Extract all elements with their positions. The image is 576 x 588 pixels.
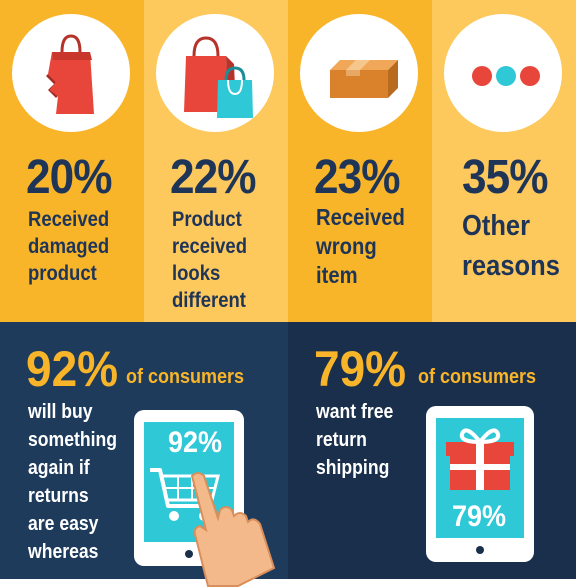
insight-percent: 92% [26,341,119,397]
tablet-percent: 92% [168,426,223,459]
insight-description: will buy something again if returns are … [28,401,117,563]
stat-wrong-item: 23% Received wrong item [288,0,432,322]
more-dots-icon [472,66,540,86]
cardboard-box-icon [330,60,398,98]
stat-label: Product received looks different [172,208,248,312]
tablet: 79% [426,406,534,562]
insight-of-text: of consumers [418,366,537,388]
tablet-home-button [476,546,484,554]
shopping-bags-icon [184,36,253,118]
consumer-insights-panel: 92% of consumers will buy something agai… [0,322,576,587]
stat-percent: 23% [314,151,401,204]
icon-circle [12,14,130,132]
insight-description: want free return shipping [316,401,394,479]
easy-returns-insight: 92% of consumers will buy something agai… [0,322,288,587]
tablet-percent: 79% [452,500,507,533]
stat-percent: 20% [26,151,113,204]
icon-circle [444,14,562,132]
stat-percent: 22% [170,151,257,204]
stat-label: Received damaged product [28,208,110,285]
insight-percent: 79% [314,341,407,397]
stat-label: Other reasons [462,210,560,282]
gift-box-icon [446,428,514,490]
stat-damaged: 20% Received damaged product [0,0,144,322]
insight-of-text: of consumers [126,366,245,388]
icon-circle [300,14,418,132]
return-reasons-panel: 20% Received damaged product 22% Product… [0,0,576,322]
tablet: 92% [134,410,244,566]
stat-percent: 35% [462,151,549,204]
free-shipping-insight: 79% of consumers want free return shippi… [288,322,576,579]
icon-circle [156,14,274,132]
pointing-hand-icon [190,472,276,587]
tablet-home-button [185,550,193,558]
torn-shopping-bag-icon [46,34,94,114]
stat-other: 35% Other reasons [432,0,576,322]
stat-looks-different: 22% Product received looks different [144,0,288,322]
stat-label: Received wrong item [316,204,405,288]
